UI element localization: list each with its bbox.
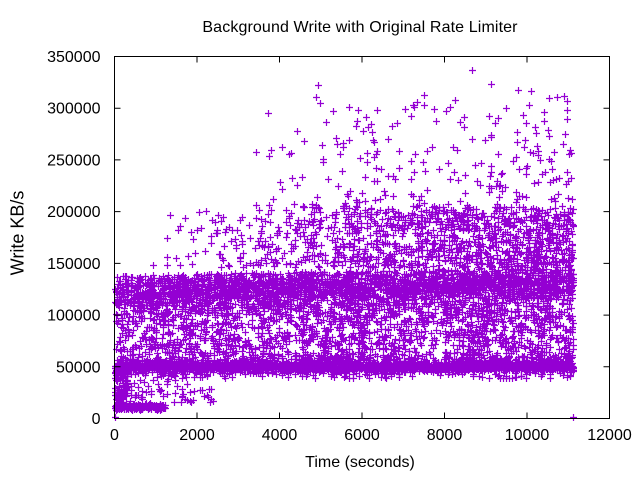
svg-text:12000: 12000	[587, 427, 632, 444]
svg-text:6000: 6000	[344, 427, 380, 444]
svg-text:250000: 250000	[47, 152, 100, 169]
svg-text:0: 0	[92, 411, 101, 428]
svg-text:100000: 100000	[47, 308, 100, 325]
svg-text:300000: 300000	[47, 101, 100, 118]
svg-text:2000: 2000	[179, 427, 215, 444]
svg-text:8000: 8000	[427, 427, 463, 444]
svg-text:4000: 4000	[262, 427, 298, 444]
svg-text:10000: 10000	[505, 427, 550, 444]
svg-text:0: 0	[110, 427, 119, 444]
svg-text:Time (seconds): Time (seconds)	[305, 454, 415, 471]
svg-text:350000: 350000	[47, 49, 100, 66]
svg-text:Background Write with Original: Background Write with Original Rate Limi…	[202, 19, 518, 36]
svg-text:Write KB/s: Write KB/s	[8, 191, 28, 276]
svg-text:200000: 200000	[47, 204, 100, 221]
svg-text:150000: 150000	[47, 256, 100, 273]
svg-text:50000: 50000	[56, 359, 101, 376]
